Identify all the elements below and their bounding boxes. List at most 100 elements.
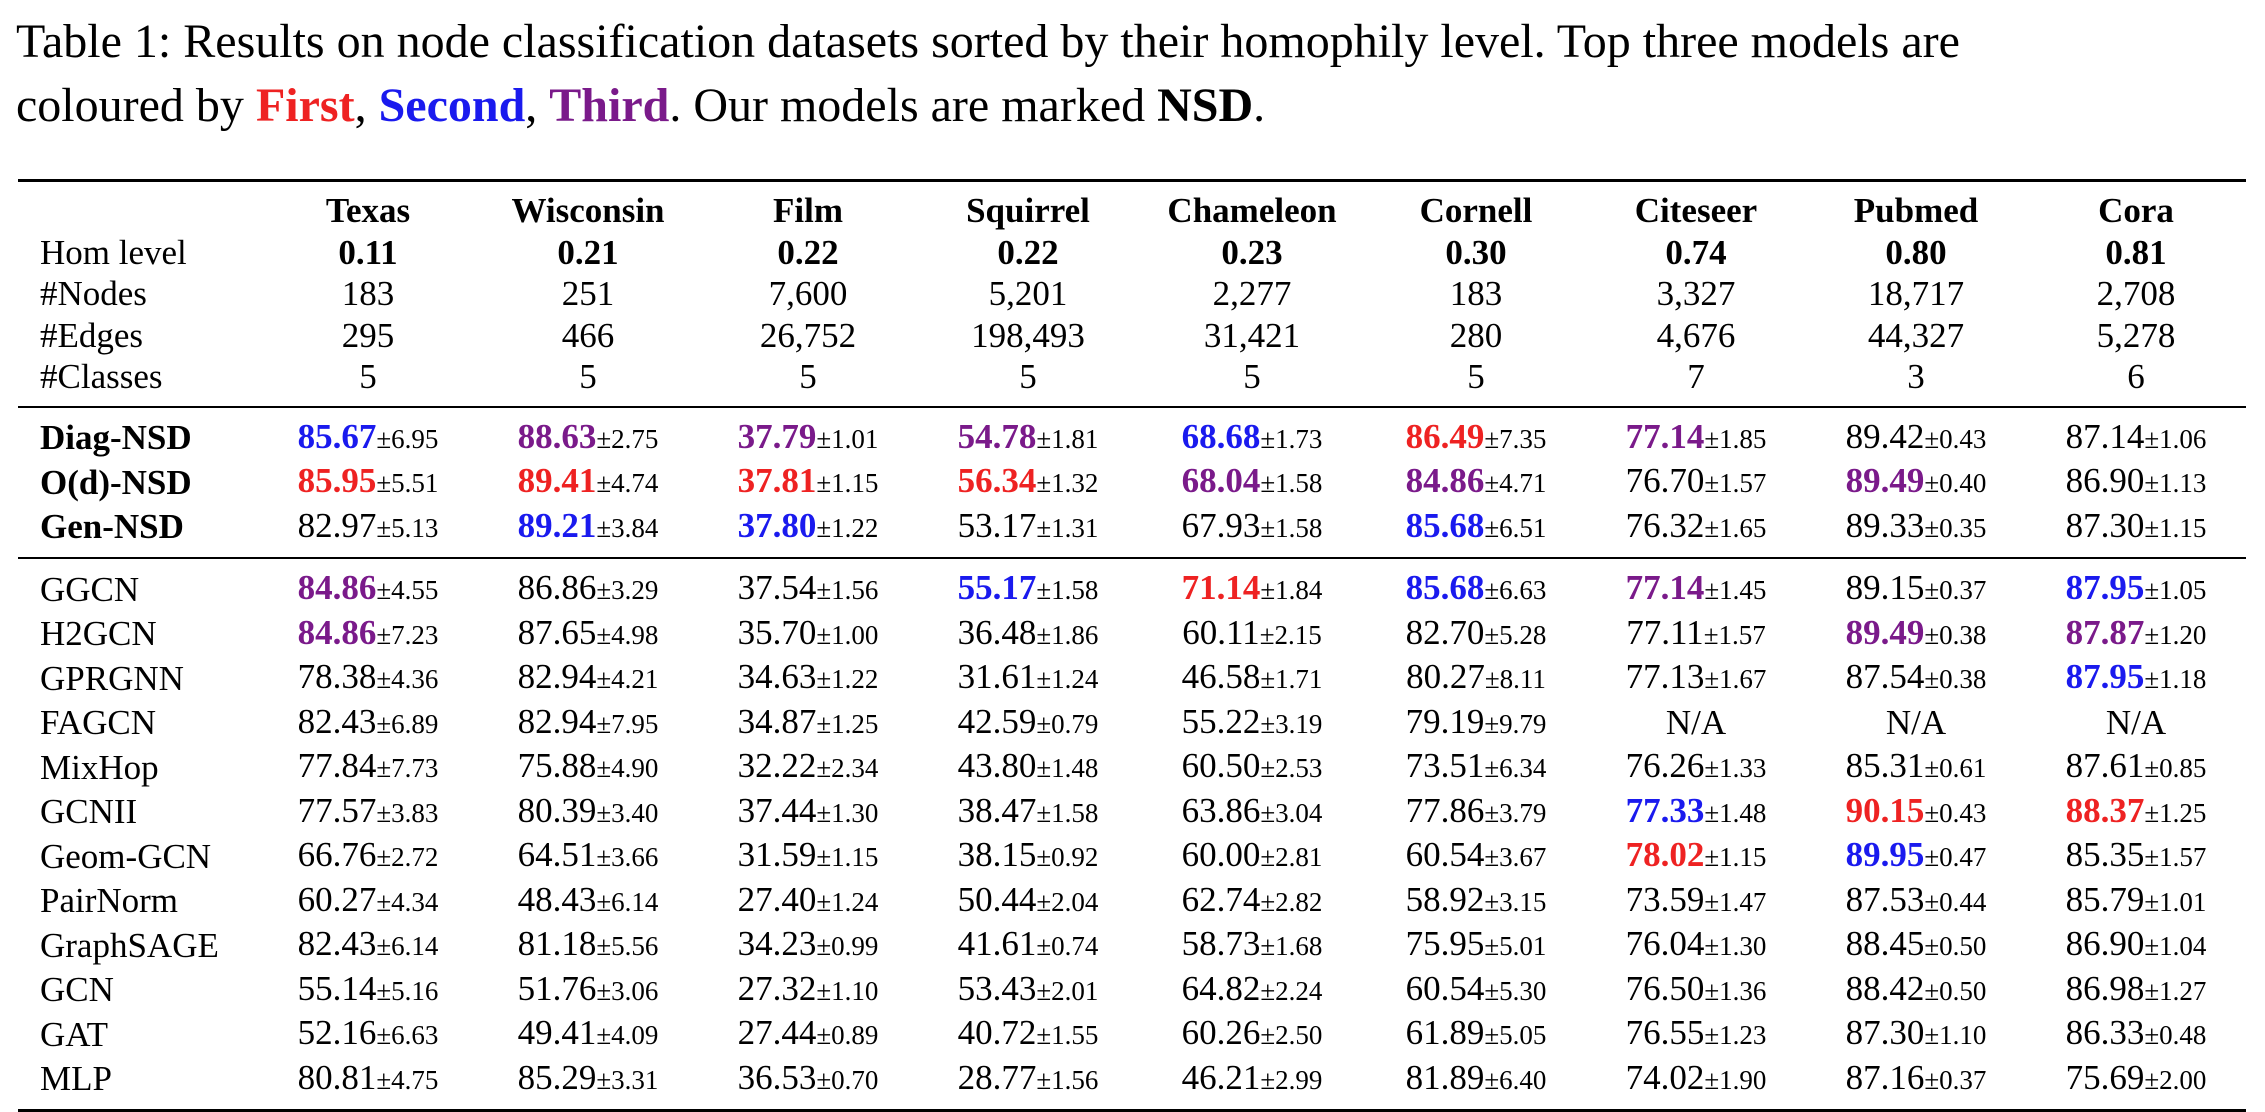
- result-mean: 81.18: [517, 924, 597, 963]
- stats-value: 198,493: [971, 315, 1085, 355]
- stats-value: 0.23: [1221, 232, 1283, 272]
- result-std: ±1.15: [816, 842, 879, 872]
- result-cell: 55.22±3.19: [1138, 701, 1366, 746]
- result-std: ±0.85: [2144, 753, 2207, 783]
- result-cell: 89.95±0.47: [1806, 834, 2026, 879]
- result-cell: 27.32±1.10: [698, 968, 918, 1013]
- result-mean: 77.57: [297, 790, 377, 830]
- result-std: ±1.65: [1704, 512, 1767, 543]
- result-cell: 86.49±7.35: [1366, 405, 1586, 460]
- result-cell: 77.13±1.67: [1586, 656, 1806, 701]
- result-mean: 58.73: [1181, 924, 1261, 963]
- result-cell: 82.94±7.95: [478, 701, 698, 746]
- result-mean: 31.61: [957, 657, 1037, 696]
- result-std: ±3.79: [1484, 797, 1547, 828]
- result-cell: 85.29±3.31: [478, 1056, 698, 1112]
- result-cell: N/A: [2026, 701, 2246, 746]
- result-std: ±0.43: [1924, 423, 1987, 454]
- result-std: ±6.63: [1484, 575, 1547, 605]
- result-mean: 53.17: [957, 505, 1037, 545]
- result-mean: 76.50: [1625, 968, 1705, 1008]
- result-cell: 42.59±0.79: [918, 701, 1138, 746]
- result-std: ±3.29: [596, 575, 659, 605]
- model-row: GPRGNN 78.38±4.36 82.94±4.21 34.63±1.22 31.6…: [18, 656, 2246, 701]
- result-std: ±3.31: [596, 1064, 659, 1095]
- result-cell: 36.53±0.70: [698, 1056, 918, 1112]
- result-cell: 71.14±1.84: [1138, 557, 1366, 612]
- result-std: ±1.06: [2144, 423, 2207, 454]
- result-std: ±4.98: [596, 619, 659, 650]
- result-mean: 61.89: [1405, 1013, 1485, 1052]
- result-cell: 87.87±1.20: [2026, 612, 2246, 657]
- result-mean: 81.89: [1405, 1057, 1485, 1097]
- model-row: GraphSAGE 82.43±6.14 81.18±5.56 34.23±0.99 4…: [18, 923, 2246, 968]
- caption-text-2-end: .: [1253, 79, 1266, 132]
- result-std: ±0.92: [1036, 842, 1099, 872]
- result-std: ±1.71: [1260, 664, 1323, 694]
- stats-value: 0.74: [1665, 232, 1727, 272]
- stats-label: #Classes: [40, 357, 163, 396]
- result-std: ±4.36: [376, 664, 439, 694]
- result-cell: 77.86±3.79: [1366, 790, 1586, 835]
- result-std: ±1.30: [1704, 931, 1767, 961]
- result-mean: 78.38: [297, 657, 377, 696]
- result-mean: 87.30: [1845, 1013, 1925, 1052]
- stats-value: 3,327: [1656, 274, 1736, 313]
- result-mean: 68.68: [1181, 416, 1261, 456]
- result-cell: 58.92±3.15: [1366, 879, 1586, 924]
- result-mean: 35.70: [737, 612, 817, 652]
- model-row: GCN 55.14±5.16 51.76±3.06 27.32±1.10 53.43±2…: [18, 968, 2246, 1013]
- result-mean: 76.55: [1625, 1013, 1705, 1052]
- result-std: ±0.47: [1924, 842, 1987, 872]
- stats-value: 18,717: [1867, 274, 1965, 313]
- result-mean: 87.65: [517, 612, 597, 652]
- result-cell: 40.72±1.55: [918, 1012, 1138, 1057]
- result-mean: 48.43: [517, 879, 597, 919]
- stats-row: Hom level 0.11 0.21 0.22 0.22 0.23 0.30 0.74 0.8…: [18, 232, 2246, 274]
- result-mean: 64.51: [517, 835, 597, 874]
- result-cell: 87.16±0.37: [1806, 1056, 2026, 1112]
- result-mean: 37.80: [737, 505, 817, 545]
- result-cell: 76.55±1.23: [1586, 1012, 1806, 1057]
- result-std: ±1.32: [1036, 468, 1099, 498]
- result-std: ±0.37: [1924, 1064, 1987, 1095]
- result-std: ±5.51: [376, 468, 439, 498]
- result-cell: 79.19±9.79: [1366, 701, 1586, 746]
- result-cell: 89.49±0.40: [1806, 460, 2026, 505]
- result-std: ±6.34: [1484, 753, 1547, 783]
- result-std: ±0.38: [1924, 664, 1987, 694]
- result-mean: 68.04: [1181, 461, 1261, 500]
- result-mean: 71.14: [1181, 568, 1261, 607]
- result-mean: 49.41: [517, 1013, 597, 1052]
- result-cell: 87.30±1.10: [1806, 1012, 2026, 1057]
- result-mean: 73.51: [1405, 746, 1485, 785]
- result-std: ±2.75: [596, 423, 659, 454]
- result-cell: 60.50±2.53: [1138, 745, 1366, 790]
- result-cell: 89.49±0.38: [1806, 612, 2026, 657]
- result-std: ±1.48: [1036, 753, 1099, 783]
- stats-value: 6: [2127, 357, 2145, 396]
- result-cell: 82.43±6.89: [258, 701, 478, 746]
- stats-value: 44,327: [1867, 315, 1965, 355]
- result-mean: 82.97: [297, 505, 377, 545]
- result-std: ±2.34: [816, 753, 879, 783]
- result-std: ±1.48: [1704, 797, 1767, 828]
- stats-value: 295: [341, 315, 395, 355]
- result-cell: 86.86±3.29: [478, 557, 698, 612]
- result-std: ±0.79: [1036, 708, 1099, 739]
- result-std: ±0.61: [1924, 753, 1987, 783]
- result-mean: 27.32: [737, 968, 817, 1008]
- model-name: PairNorm: [40, 881, 179, 920]
- result-mean: 82.43: [297, 924, 377, 963]
- result-cell: 87.53±0.44: [1806, 879, 2026, 924]
- result-std: ±1.47: [1704, 886, 1767, 917]
- result-std: ±3.67: [1484, 842, 1547, 872]
- result-mean: 53.43: [957, 968, 1037, 1008]
- caption-comma-1: ,: [354, 79, 379, 132]
- result-cell: 85.68±6.51: [1366, 505, 1586, 559]
- model-name: GGCN: [18, 557, 258, 612]
- result-mean: 86.98: [2065, 968, 2145, 1008]
- result-cell: 54.78±1.81: [918, 405, 1138, 460]
- stats-value: 4,676: [1656, 315, 1736, 355]
- result-std: ±1.81: [1036, 423, 1099, 454]
